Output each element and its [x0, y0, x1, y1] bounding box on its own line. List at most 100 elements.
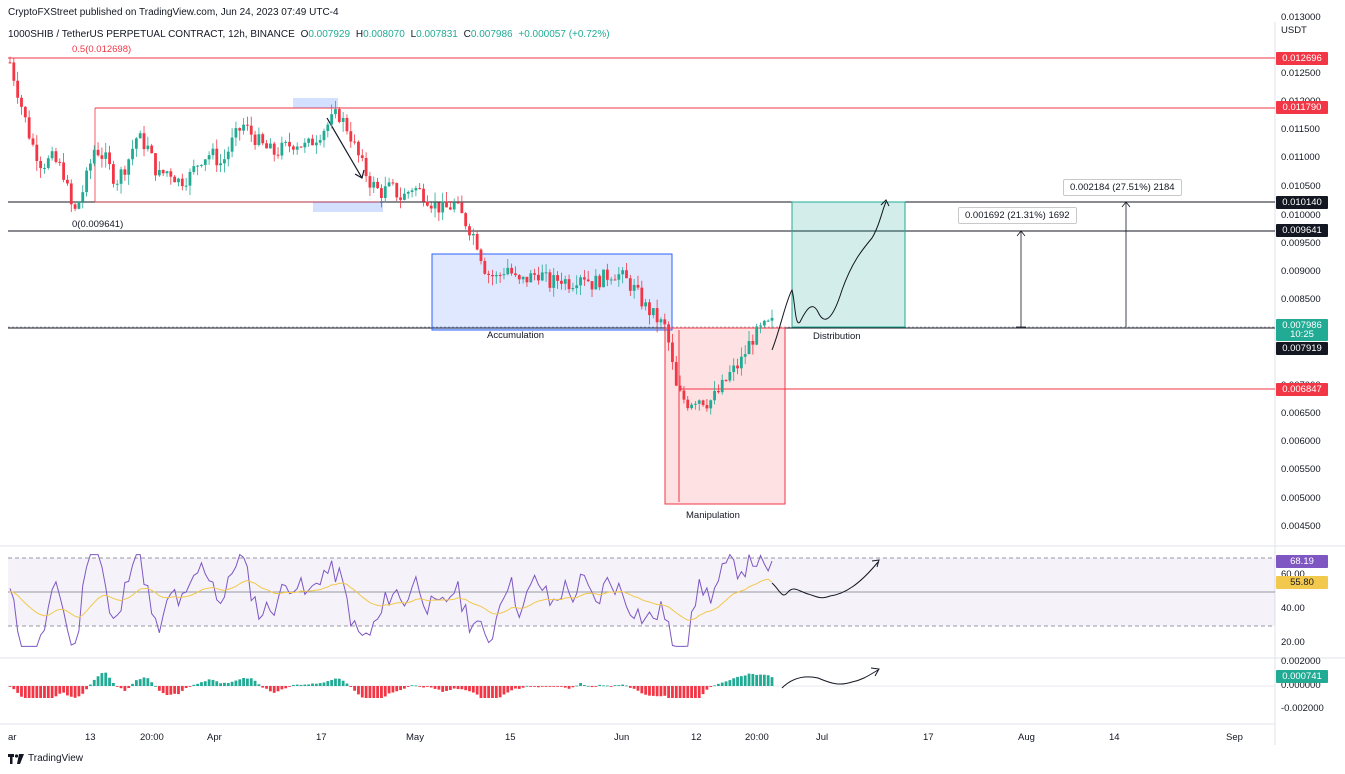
candle-body — [694, 403, 697, 405]
candle-body — [743, 354, 747, 357]
macd-bar — [556, 686, 559, 687]
candle-body — [20, 97, 23, 107]
time-tick: 20:00 — [745, 732, 769, 743]
candle-body — [272, 143, 276, 155]
macd-bar — [429, 686, 433, 688]
candle-body — [759, 325, 762, 327]
candle-body — [334, 109, 337, 115]
price-tick: 0.006000 — [1281, 436, 1321, 447]
candle-body — [23, 106, 27, 118]
candle-body — [678, 385, 682, 391]
candle-body — [353, 141, 357, 143]
macd-bar — [184, 686, 188, 689]
macd-bar — [617, 685, 621, 686]
candle-body — [582, 277, 586, 280]
macd-bar — [169, 686, 173, 695]
candle-body — [127, 159, 131, 175]
candle-body — [295, 146, 299, 150]
candle-body — [529, 273, 533, 283]
rsi-tick-40: 40.00 — [1281, 603, 1305, 614]
time-tick: 13 — [85, 732, 96, 743]
candle-body — [123, 169, 127, 175]
candle-body — [238, 128, 242, 131]
macd-bar — [223, 682, 226, 686]
symbol-name: 1000SHIB / TetherUS PERPETUAL CONTRACT, … — [8, 29, 295, 40]
macd-bar — [226, 682, 230, 686]
candle-body — [770, 317, 774, 321]
macd-bar — [54, 686, 58, 697]
macd-bar — [119, 686, 123, 689]
candle-body — [483, 261, 487, 274]
macd-bar — [104, 672, 108, 686]
macd-bar — [598, 684, 602, 686]
candle-body — [27, 117, 31, 139]
candle-body — [16, 80, 20, 98]
candle-body — [268, 143, 272, 149]
candle-body — [613, 279, 617, 281]
macd-bar — [678, 686, 682, 698]
candle-body — [609, 279, 613, 281]
candle-body — [223, 159, 226, 164]
manipulation-zone[interactable] — [664, 327, 786, 505]
macd-bar — [58, 686, 62, 694]
high-label: H — [355, 29, 364, 40]
candle-body — [552, 275, 556, 288]
macd-bar — [16, 686, 20, 693]
macd-bar — [265, 686, 268, 689]
macd-bar — [314, 683, 318, 686]
candle-body — [762, 320, 766, 326]
macd-bar — [552, 686, 556, 687]
macd-bar — [571, 686, 575, 688]
macd-bar — [27, 686, 31, 698]
candle-body — [50, 151, 54, 159]
macd-bar — [582, 684, 586, 686]
candle-body — [291, 146, 295, 150]
macd-bar — [659, 686, 663, 697]
candle-body — [62, 162, 66, 180]
time-tick: 20:00 — [140, 732, 164, 743]
macd-bar — [150, 682, 154, 686]
candle-body — [12, 62, 16, 81]
candle-body — [667, 324, 671, 343]
accumulation-zone[interactable] — [431, 253, 673, 331]
candle-body — [226, 151, 230, 160]
candle-body — [169, 171, 173, 177]
macd-bar — [200, 682, 203, 686]
macd-bar — [395, 686, 399, 692]
macd-bar — [705, 686, 709, 690]
candle-body — [330, 114, 334, 125]
macd-bar — [303, 684, 307, 686]
macd-bar — [406, 686, 410, 687]
macd-bar — [142, 677, 146, 686]
candle-body — [636, 284, 640, 288]
macd-bar — [311, 683, 314, 686]
candle-body — [119, 169, 123, 184]
macd-bar — [50, 686, 54, 698]
macd-bar — [563, 686, 567, 688]
candle-body — [674, 362, 678, 386]
candle-body — [230, 137, 234, 152]
down-arrow-line — [326, 117, 363, 179]
open-label: O — [300, 29, 309, 40]
rsi-projection — [771, 561, 879, 599]
candle-body — [590, 281, 594, 290]
price-tick: 0.013000 — [1281, 12, 1321, 23]
candle-body — [58, 161, 62, 163]
macd-bar — [770, 677, 774, 686]
candle-body — [487, 273, 491, 275]
close-label: C — [463, 29, 471, 40]
macd-bar — [468, 686, 471, 692]
candle-body — [131, 148, 134, 160]
candle-body — [663, 319, 667, 325]
candle-body — [659, 319, 663, 323]
macd-bar — [475, 686, 479, 695]
distribution-zone[interactable] — [791, 201, 906, 328]
candle-body — [441, 201, 445, 213]
candle-body — [31, 138, 35, 145]
candle-body — [322, 130, 326, 141]
macd-bar — [506, 686, 510, 693]
candle-body — [246, 124, 249, 126]
price-tag: 0.011790 — [1276, 101, 1328, 114]
candle-body — [200, 164, 203, 166]
